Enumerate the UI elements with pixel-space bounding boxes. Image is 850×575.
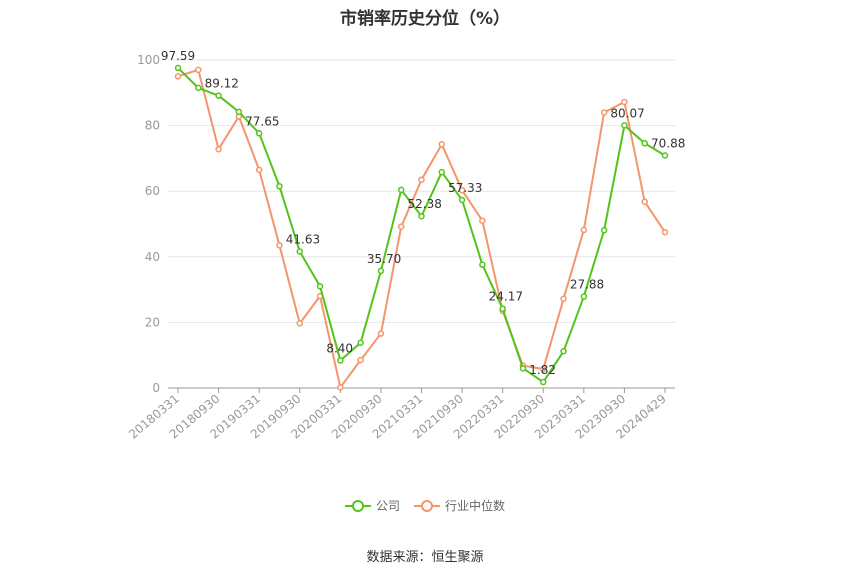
- y-tick-label: 0: [152, 381, 160, 395]
- data-point-industry-median: [174, 73, 182, 80]
- data-point-industry-median: [215, 145, 222, 153]
- data-point-company: [458, 196, 466, 204]
- data-point-industry-median: [397, 223, 405, 230]
- data-point-industry-median: [418, 176, 425, 183]
- data-point-company: [621, 122, 628, 129]
- data-point-company: [499, 305, 506, 312]
- data-point-company: [357, 339, 364, 346]
- data-point-industry-median: [377, 330, 385, 337]
- legend-swatch-industry-median: [414, 499, 440, 513]
- data-point-industry-median: [641, 198, 648, 205]
- data-point-company: [479, 261, 486, 268]
- legend-swatch-company: [344, 499, 371, 513]
- legend-item-industry-median[interactable]: 行业中位数: [414, 497, 505, 514]
- data-point-industry-median: [438, 141, 446, 148]
- x-axis: 2018033120180930201903312019093020200331…: [126, 387, 675, 442]
- data-point-company: [255, 130, 263, 137]
- data-point-company: [580, 293, 588, 300]
- chart-title: 市销率历史分位（%）: [339, 9, 511, 29]
- data-point-industry-median: [276, 242, 283, 249]
- data-point-company: [641, 140, 648, 147]
- data-point-industry-median: [560, 295, 567, 303]
- data-point-industry-median: [661, 228, 669, 236]
- data-label: 27.88: [570, 278, 604, 292]
- data-label: 1.82: [529, 363, 556, 377]
- data-label: 89.12: [205, 77, 239, 91]
- data-source: 数据来源：恒生聚源: [366, 550, 484, 565]
- data-point-industry-median: [337, 384, 344, 391]
- data-label: 97.59: [161, 49, 195, 63]
- data-point-company: [296, 248, 303, 255]
- data-point-industry-median: [580, 226, 588, 234]
- data-point-company: [600, 226, 608, 234]
- data-label: 35.70: [367, 252, 401, 266]
- data-point-industry-median: [540, 365, 547, 373]
- series-layer: [174, 64, 669, 391]
- data-point-company: [540, 378, 547, 386]
- data-point-industry-median: [296, 320, 303, 327]
- y-tick-label: 20: [145, 315, 160, 329]
- data-point-company: [276, 183, 283, 190]
- legend-label-company: 公司: [375, 499, 400, 513]
- data-point-industry-median: [458, 186, 466, 194]
- legend-label-industry-median: 行业中位数: [445, 499, 506, 513]
- data-point-company: [215, 92, 222, 99]
- data-point-company: [316, 283, 324, 290]
- data-label: 41.63: [286, 232, 320, 246]
- data-point-company: [235, 108, 243, 116]
- data-point-industry-median: [195, 66, 202, 74]
- data-point-industry-median: [600, 109, 608, 116]
- data-label: 24.17: [489, 290, 523, 304]
- data-label: 80.07: [610, 106, 644, 120]
- data-point-industry-median: [479, 217, 486, 224]
- data-point-company: [397, 186, 405, 194]
- y-tick-label: 80: [145, 119, 160, 133]
- y-tick-label: 40: [145, 250, 160, 264]
- data-point-company: [418, 212, 425, 220]
- data-label: 57.33: [448, 181, 482, 195]
- y-tick-label: 100: [137, 53, 160, 67]
- data-point-company: [174, 64, 182, 72]
- legend-item-company[interactable]: 公司: [344, 497, 400, 514]
- data-label: 77.65: [245, 114, 279, 128]
- data-point-company: [195, 84, 202, 92]
- data-point-industry-median: [621, 98, 628, 106]
- data-label: 8.40: [326, 341, 353, 355]
- data-point-company: [377, 267, 385, 275]
- y-axis: 0 20 40 60 80 100: [137, 53, 160, 395]
- data-label: 52.38: [408, 197, 442, 211]
- data-point-company: [560, 348, 567, 355]
- legend: 公司 行业中位数: [0, 497, 850, 514]
- data-label: 70.88: [651, 137, 685, 151]
- data-point-company: [337, 357, 344, 364]
- data-point-company: [519, 365, 527, 372]
- data-point-company: [438, 168, 446, 176]
- data-point-industry-median: [357, 356, 364, 364]
- data-labels: 97.59 89.12 77.65 41.63 8.40 35.70 52.38 57.33 2…: [161, 49, 686, 377]
- y-tick-label: 60: [145, 184, 160, 198]
- data-point-company: [661, 152, 669, 159]
- data-point-industry-median: [255, 166, 263, 174]
